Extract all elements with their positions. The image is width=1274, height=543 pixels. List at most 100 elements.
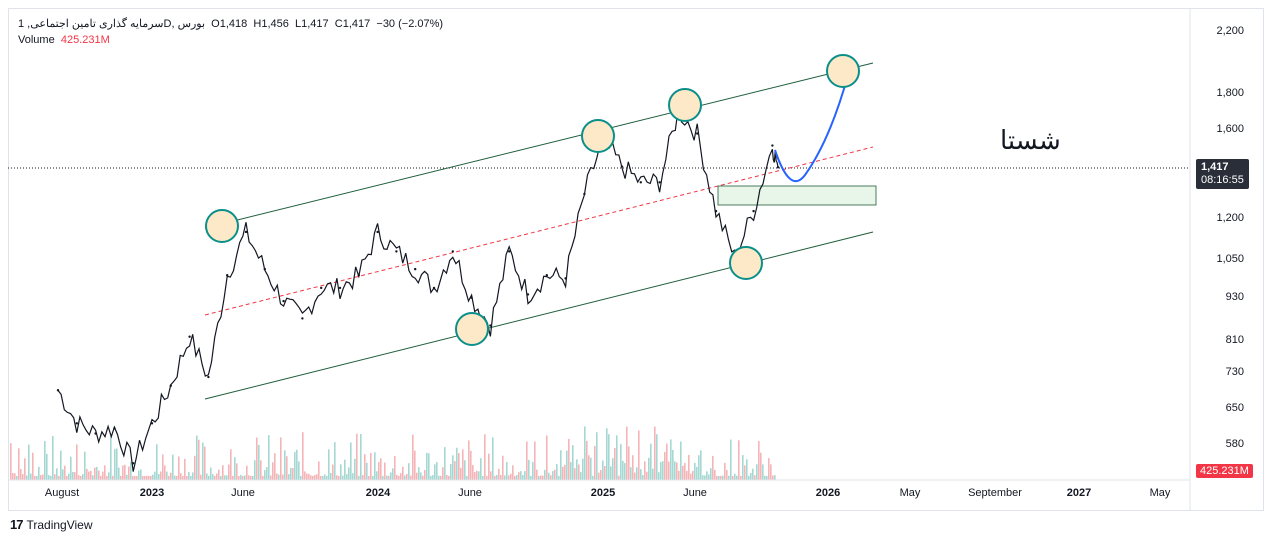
volume-bar: [90, 470, 92, 480]
volume-bar: [272, 462, 274, 480]
volume-bar: [136, 475, 138, 480]
volume-bar: [162, 454, 164, 480]
volume-bar: [270, 475, 272, 480]
volume-bar: [228, 464, 230, 480]
volume-bar: [448, 475, 450, 480]
volume-label: Volume: [18, 34, 55, 46]
volume-bar: [682, 465, 684, 480]
volume-bar: [654, 426, 656, 480]
volume-bar: [644, 461, 646, 480]
volume-bar: [728, 475, 730, 480]
volume-bar: [712, 455, 714, 480]
volume-bar: [756, 464, 758, 480]
volume-bar: [472, 465, 474, 480]
volume-bar: [66, 475, 68, 480]
support-zone[interactable]: [717, 185, 877, 206]
volume-bar: [174, 475, 176, 480]
volume-bar: [60, 450, 62, 480]
volume-bar: [686, 470, 688, 480]
volume-bar: [218, 469, 220, 480]
volume-bar: [180, 473, 182, 480]
volume-bar: [512, 465, 514, 480]
volume-bar: [344, 459, 346, 480]
volume-bar: [220, 476, 222, 480]
volume-bar: [530, 475, 532, 480]
touch-circle[interactable]: [581, 119, 615, 153]
volume-bar: [42, 474, 44, 480]
volume-bar: [480, 458, 482, 480]
volume-bar: [310, 475, 312, 480]
volume-bar: [552, 471, 554, 480]
volume-bar: [388, 475, 390, 480]
price-point: [470, 296, 473, 299]
touch-circle[interactable]: [826, 54, 860, 88]
volume-bar: [76, 444, 78, 480]
price-point: [320, 286, 323, 290]
volume-bar: [302, 432, 304, 480]
channel-lower-line[interactable]: [204, 231, 874, 400]
volume-bar: [24, 458, 26, 480]
volume-bar: [154, 471, 156, 480]
volume-bar: [316, 474, 318, 480]
touch-circle[interactable]: [455, 312, 489, 346]
volume-bar: [464, 460, 466, 480]
volume-bar: [704, 475, 706, 480]
volume-bar: [568, 439, 570, 480]
price-tick-label: 580: [1225, 438, 1244, 450]
volume-bar: [730, 439, 732, 480]
volume-bar: [296, 449, 298, 480]
volume-bar: [28, 444, 30, 480]
volume-bar: [450, 464, 452, 480]
volume-bar: [438, 475, 440, 480]
volume-bar: [96, 466, 98, 480]
volume-bar: [774, 475, 776, 480]
volume-bar: [612, 458, 614, 480]
volume-bar: [678, 470, 680, 480]
volume-bar: [498, 468, 500, 480]
volume-bar: [198, 439, 200, 480]
volume-bar: [608, 434, 610, 480]
time-tick-label: May: [899, 487, 921, 499]
volume-bar: [168, 475, 170, 480]
price-point: [395, 250, 398, 253]
volume-bar: [658, 472, 660, 480]
volume-bar: [12, 473, 14, 480]
volume-bar: [692, 470, 694, 480]
close: C1,417: [334, 18, 371, 30]
volume-bar: [102, 471, 104, 480]
volume-bar: [486, 475, 488, 480]
volume-bar: [222, 465, 224, 480]
volume-bar: [606, 428, 608, 480]
volume-bar: [502, 455, 504, 480]
price-tick-label: 2,200: [1216, 25, 1244, 37]
volume-bar: [178, 456, 180, 480]
volume-bar: [234, 457, 236, 480]
volume-bar: [358, 475, 360, 480]
chart-frame: [8, 8, 1264, 511]
volume-bar: [462, 449, 464, 480]
touch-circle[interactable]: [668, 88, 702, 122]
channel-upper-line[interactable]: [204, 62, 874, 229]
forecast-curve[interactable]: [774, 74, 849, 182]
volume-bar: [510, 473, 512, 480]
volume-bar: [308, 473, 310, 480]
volume-bar: [600, 469, 602, 480]
volume-bar: [430, 475, 432, 480]
volume-bar: [406, 473, 408, 480]
touch-circle[interactable]: [205, 209, 239, 243]
volume-bar: [196, 435, 198, 480]
tradingview-logo[interactable]: 17 TradingView: [10, 517, 93, 532]
volume-bar: [124, 464, 126, 480]
symbol-annotation[interactable]: شستا: [1000, 126, 1061, 156]
volume-bar: [86, 468, 88, 480]
symbol-name[interactable]: سرمایه گذاری تامین اجتماعی, 1D, بورس: [18, 18, 206, 30]
channel-mid-line[interactable]: [204, 146, 874, 316]
time-tick-label: 2025: [590, 487, 616, 499]
volume-bar: [758, 441, 760, 480]
price-point: [489, 324, 492, 327]
volume-bar: [70, 456, 72, 480]
touch-circle[interactable]: [729, 246, 763, 280]
volume-bar: [558, 475, 560, 480]
volume-bar: [514, 475, 516, 480]
